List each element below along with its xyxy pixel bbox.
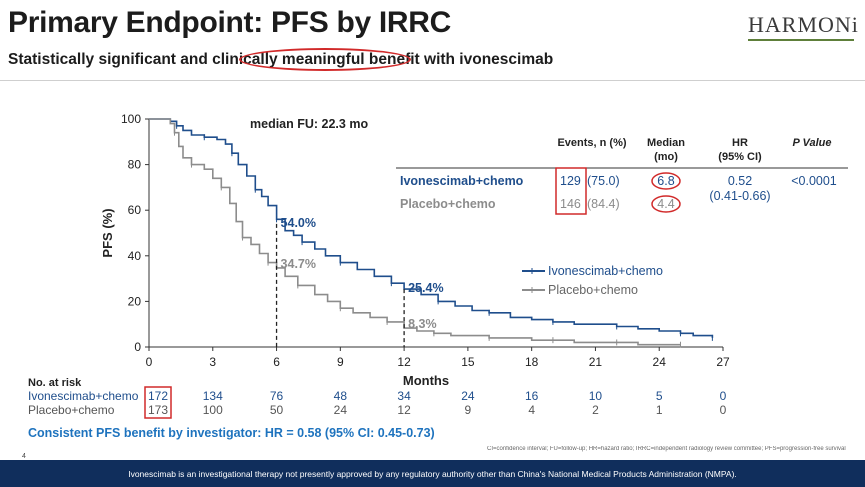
highlight-oval	[239, 48, 411, 71]
table-events-pct: (75.0)	[587, 174, 620, 188]
median-highlight-oval	[651, 172, 681, 190]
risk-count: 12	[397, 403, 411, 417]
table-arm-label: Placebo+chemo	[400, 197, 496, 211]
table-header-hr: HR	[732, 137, 748, 149]
placebo-curve	[149, 118, 681, 346]
risk-table-label: No. at risk	[28, 377, 82, 389]
footer-text: Ivonescimab is an investigational therap…	[128, 468, 737, 479]
risk-count: 50	[270, 403, 284, 417]
risk-count: 16	[525, 389, 539, 403]
y-tick-label: 0	[134, 340, 141, 354]
risk-count: 173	[148, 403, 168, 417]
risk-count: 134	[203, 389, 223, 403]
risk-row-name: Placebo+chemo	[28, 403, 115, 417]
x-tick-label: 24	[653, 355, 667, 369]
logo-underline	[748, 39, 854, 41]
risk-count: 48	[334, 389, 348, 403]
x-tick-label: 0	[146, 355, 153, 369]
x-tick-label: 21	[589, 355, 603, 369]
header-divider	[0, 80, 865, 81]
table-p-value: <0.0001	[791, 174, 837, 188]
y-tick-label: 60	[128, 203, 142, 217]
median-fu-annotation: median FU: 22.3 mo	[250, 117, 368, 131]
ivonescimab-curve	[149, 118, 714, 338]
risk-count: 9	[465, 403, 472, 417]
y-tick-label: 40	[128, 249, 142, 263]
risk-count: 5	[656, 389, 663, 403]
risk-count: 24	[334, 403, 348, 417]
slide-title: Primary Endpoint: PFS by IRRC	[8, 6, 452, 39]
page-number: 4	[22, 453, 26, 460]
landmark-label: 34.7%	[281, 257, 316, 271]
legend-label-ivonescimab: Ivonescimab+chemo	[548, 264, 663, 278]
risk-row-name: Ivonescimab+chemo	[28, 389, 139, 403]
x-tick-label: 3	[209, 355, 216, 369]
x-tick-label: 12	[397, 355, 411, 369]
x-tick-label: 6	[273, 355, 280, 369]
y-tick-label: 80	[128, 158, 142, 172]
table-header-median-unit: (mo)	[654, 151, 678, 163]
risk-count: 0	[720, 389, 727, 403]
table-events-value: 146	[560, 197, 581, 211]
table-header-events: Events, n (%)	[557, 137, 626, 149]
x-tick-label: 27	[716, 355, 730, 369]
risk-count: 24	[461, 389, 475, 403]
risk-start-highlight-box	[144, 386, 172, 419]
table-header-hr-ci: (95% CI)	[718, 151, 762, 163]
table-median-value: 6.8	[657, 174, 674, 188]
x-tick-label: 18	[525, 355, 539, 369]
y-tick-label: 100	[121, 112, 141, 126]
footnote: CI=confidence interval; FU=follow-up; HR…	[487, 446, 846, 452]
consistent-benefit-text: Consistent PFS benefit by investigator: …	[28, 426, 435, 440]
x-tick-label: 9	[337, 355, 344, 369]
risk-count: 100	[203, 403, 223, 417]
risk-count: 76	[270, 389, 284, 403]
risk-count: 172	[148, 389, 168, 403]
events-highlight-box	[555, 167, 587, 215]
risk-count: 4	[528, 403, 535, 417]
landmark-label: 25.4%	[408, 281, 443, 295]
landmark-label: 54.0%	[281, 216, 316, 230]
x-axis-label: Months	[403, 373, 449, 388]
table-arm-label: Ivonescimab+chemo	[400, 174, 524, 188]
risk-count: 0	[720, 403, 727, 417]
risk-count: 2	[592, 403, 599, 417]
legend-label-placebo: Placebo+chemo	[548, 283, 638, 297]
table-hr-value: 0.52	[728, 174, 752, 188]
x-tick-label: 15	[461, 355, 475, 369]
table-events-value: 129	[560, 174, 581, 188]
table-header-p: P Value	[793, 137, 832, 149]
table-header-median: Median	[647, 137, 685, 149]
risk-count: 10	[589, 389, 603, 403]
risk-count: 34	[397, 389, 411, 403]
footer-banner: Ivonescimab is an investigational therap…	[0, 460, 865, 487]
y-tick-label: 20	[128, 294, 142, 308]
landmark-label: 8.3%	[408, 317, 437, 331]
table-events-pct: (84.4)	[587, 197, 620, 211]
table-median-value: 4.4	[657, 197, 674, 211]
table-hr-ci-value: (0.41-0.66)	[709, 189, 770, 203]
y-axis-label: PFS (%)	[100, 208, 115, 257]
median-highlight-oval	[651, 195, 681, 213]
risk-count: 1	[656, 403, 663, 417]
harmoni-logo: HARMONi	[748, 12, 859, 37]
